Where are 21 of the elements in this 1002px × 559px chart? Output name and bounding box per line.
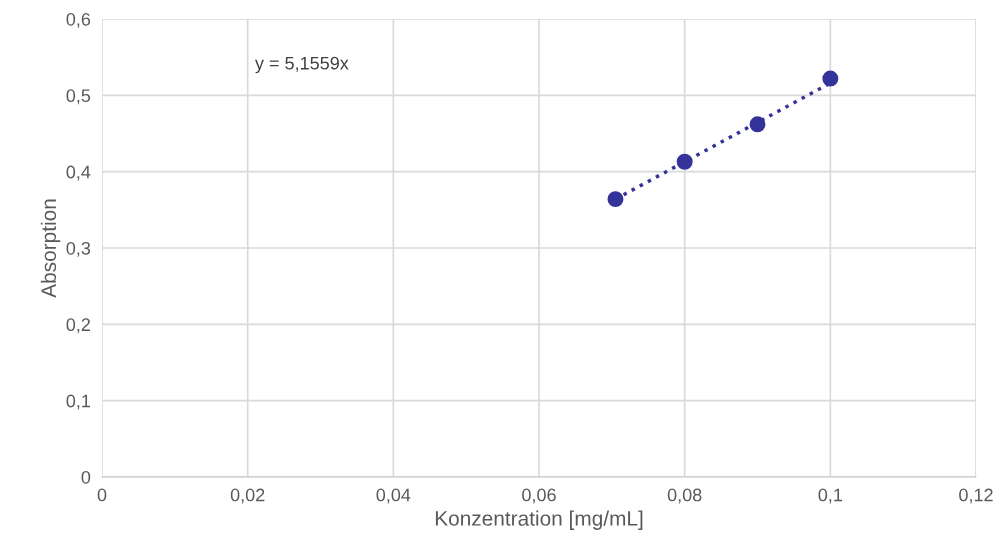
y-tick-label: 0,6	[66, 12, 91, 28]
y-tick-label: 0,4	[66, 165, 91, 181]
y-axis-title: Absorption	[40, 199, 61, 298]
x-tick-label: 0,1	[818, 488, 842, 504]
x-tick-label: 0,08	[667, 488, 702, 504]
y-tick-label: 0,3	[66, 241, 91, 257]
point	[676, 153, 693, 170]
x-tick-label: 0,04	[376, 488, 411, 504]
x-tick-label: 0,12	[959, 488, 993, 504]
point	[822, 70, 839, 87]
y-tick-label: 0,2	[66, 318, 90, 334]
x-axis-title: Konzentration [mg/mL]	[435, 510, 643, 530]
x-tick-label: 0,06	[522, 488, 556, 504]
point	[749, 116, 766, 133]
y-tick-label: 0,1	[66, 394, 91, 410]
y-tick-label: 0	[81, 470, 91, 484]
point	[607, 191, 624, 208]
x-tick-label: 0,02	[230, 488, 265, 504]
y-tick-label: 0,5	[66, 89, 91, 105]
x-tick-label: 0	[97, 488, 107, 502]
annotation: y = 5,1559x	[255, 56, 349, 74]
